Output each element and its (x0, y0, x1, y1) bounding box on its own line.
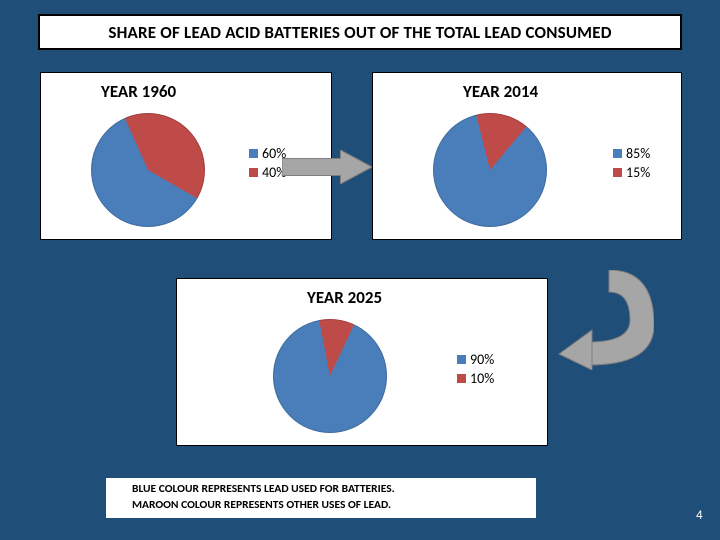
legend-label: 90% (470, 351, 494, 368)
legend-swatch (613, 168, 622, 177)
arrow-curved-icon (554, 270, 654, 370)
chart-title-2014: YEAR 2014 (463, 81, 538, 102)
legend-label: 10% (470, 370, 494, 387)
legend-row: 40% (249, 164, 286, 181)
legend-row: 15% (613, 164, 650, 181)
chart-box-2014: YEAR 2014 85%15% (372, 72, 682, 240)
legend-1960: 60%40% (249, 145, 286, 183)
arrow-right-icon (282, 150, 372, 184)
chart-title-2025: YEAR 2025 (307, 287, 382, 308)
pie-1960 (91, 113, 205, 227)
caption-box: BLUE COLOUR REPRESENTS LEAD USED FOR BAT… (106, 478, 536, 518)
title-box: SHARE OF LEAD ACID BATTERIES OUT OF THE … (38, 14, 682, 50)
caption-line-1: BLUE COLOUR REPRESENTS LEAD USED FOR BAT… (106, 482, 536, 498)
legend-2025: 90%10% (457, 351, 494, 389)
page-title: SHARE OF LEAD ACID BATTERIES OUT OF THE … (108, 22, 611, 43)
pie-2014 (433, 113, 547, 227)
legend-2014: 85%15% (613, 145, 650, 183)
legend-label: 15% (626, 164, 650, 181)
chart-box-2025: YEAR 2025 90%10% (176, 278, 548, 446)
legend-swatch (613, 149, 622, 158)
caption-line-2: MAROON COLOUR REPRESENTS OTHER USES OF L… (106, 498, 536, 514)
legend-label: 85% (626, 145, 650, 162)
page-number: 4 (696, 508, 703, 523)
legend-row: 90% (457, 351, 494, 368)
pie-2025 (273, 319, 387, 433)
legend-swatch (457, 355, 466, 364)
legend-row: 10% (457, 370, 494, 387)
chart-title-1960: YEAR 1960 (101, 81, 176, 102)
legend-row: 60% (249, 145, 286, 162)
legend-row: 85% (613, 145, 650, 162)
legend-swatch (249, 168, 258, 177)
legend-swatch (457, 374, 466, 383)
legend-swatch (249, 149, 258, 158)
